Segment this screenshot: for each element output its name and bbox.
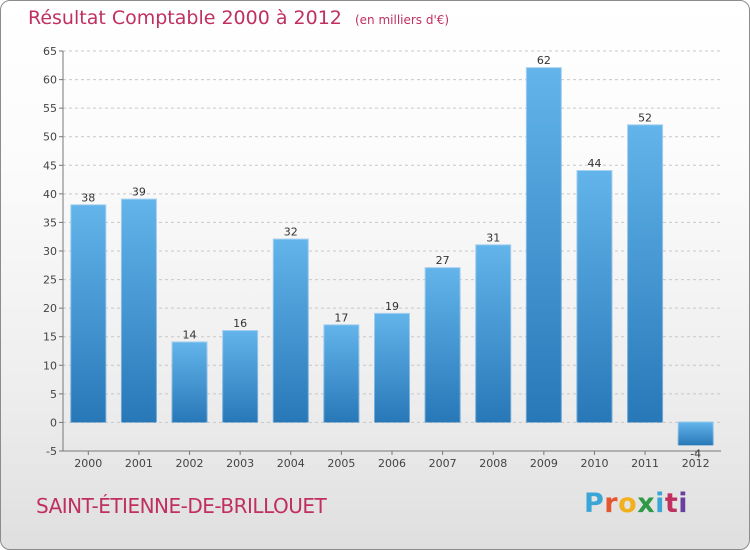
data-label: 14 bbox=[183, 328, 197, 341]
bar bbox=[172, 342, 207, 423]
data-label: 38 bbox=[81, 191, 95, 204]
y-tick-label: 0 bbox=[50, 416, 57, 429]
y-tick-label: 50 bbox=[43, 131, 57, 144]
y-tick-label: 15 bbox=[43, 331, 57, 344]
bar bbox=[121, 199, 156, 423]
x-tick-label: 2006 bbox=[378, 457, 406, 470]
y-tick-label: 10 bbox=[43, 359, 57, 372]
chart-title: Résultat Comptable 2000 à 2012 bbox=[28, 7, 342, 29]
x-tick-label: 2007 bbox=[429, 457, 457, 470]
y-tick-label: -5 bbox=[46, 445, 57, 458]
data-label: 31 bbox=[486, 231, 500, 244]
logo-letter: o bbox=[618, 488, 638, 519]
y-tick-label: 25 bbox=[43, 274, 57, 287]
y-tick-label: 30 bbox=[43, 245, 57, 258]
x-tick-label: 2000 bbox=[74, 457, 102, 470]
title-row: Résultat Comptable 2000 à 2012 (en milli… bbox=[28, 7, 449, 29]
x-tick-label: 2011 bbox=[631, 457, 659, 470]
logo-letter: t bbox=[664, 488, 679, 519]
bar bbox=[223, 331, 258, 423]
data-label: 52 bbox=[638, 111, 652, 124]
data-label: 44 bbox=[587, 157, 601, 170]
bar bbox=[375, 313, 409, 423]
logo-letter: r bbox=[604, 488, 619, 519]
x-tick-label: 2010 bbox=[580, 457, 608, 470]
proxiti-logo: Proxiti bbox=[584, 488, 688, 519]
bar bbox=[526, 68, 561, 423]
bar bbox=[678, 422, 713, 446]
y-tick-label: 65 bbox=[43, 45, 57, 58]
data-label: 17 bbox=[334, 311, 348, 324]
place-name: SAINT-ÉTIENNE-DE-BRILLOUET bbox=[36, 494, 327, 518]
bar bbox=[476, 245, 511, 423]
y-tick-label: 20 bbox=[43, 302, 57, 315]
y-tick-label: 45 bbox=[43, 159, 57, 172]
y-tick-label: 5 bbox=[50, 388, 57, 401]
data-label: 62 bbox=[537, 54, 551, 67]
data-label: 16 bbox=[233, 317, 247, 330]
x-tick-label: 2002 bbox=[176, 457, 204, 470]
bar bbox=[425, 268, 460, 423]
chart-subtitle: (en milliers d'€) bbox=[354, 13, 450, 27]
x-tick-label: 2012 bbox=[682, 457, 710, 470]
y-tick-label: 35 bbox=[43, 216, 57, 229]
x-tick-label: 2004 bbox=[277, 457, 305, 470]
logo-letter: P bbox=[584, 488, 605, 519]
x-tick-label: 2009 bbox=[530, 457, 558, 470]
x-tick-label: 2003 bbox=[226, 457, 254, 470]
y-tick-label: 55 bbox=[43, 102, 57, 115]
data-label: 39 bbox=[132, 186, 146, 199]
logo-letter: i bbox=[678, 488, 689, 519]
bar bbox=[324, 325, 359, 423]
x-tick-label: 2008 bbox=[479, 457, 507, 470]
data-label: 32 bbox=[284, 226, 298, 239]
data-label: 27 bbox=[436, 254, 450, 267]
y-tick-label: 40 bbox=[43, 188, 57, 201]
y-tick-label: 60 bbox=[43, 74, 57, 87]
bar bbox=[577, 171, 612, 423]
logo-letter: x bbox=[637, 488, 656, 519]
logo-letter: i bbox=[655, 488, 665, 519]
x-tick-label: 2001 bbox=[125, 457, 153, 470]
x-tick-label: 2005 bbox=[327, 457, 355, 470]
bar bbox=[273, 239, 308, 423]
bar bbox=[628, 125, 663, 423]
data-label: 19 bbox=[385, 300, 399, 313]
bar bbox=[71, 205, 106, 423]
